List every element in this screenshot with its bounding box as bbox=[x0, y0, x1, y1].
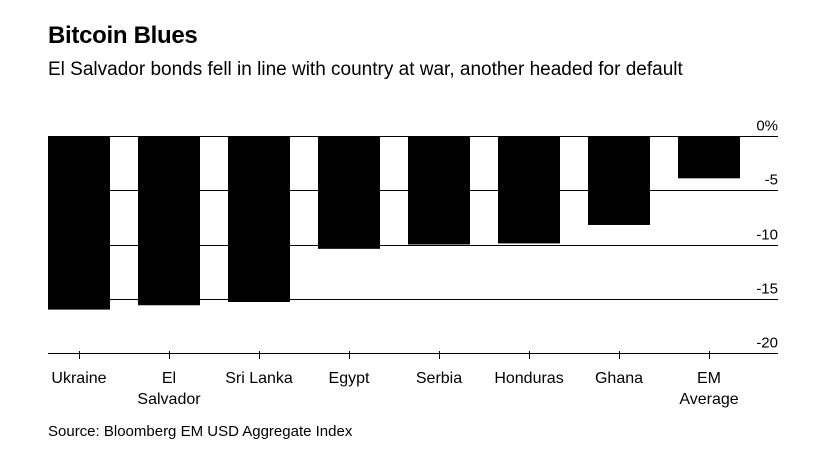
bar bbox=[588, 136, 650, 225]
x-tick-label: Ghana bbox=[595, 370, 643, 387]
source-note: Source: Bloomberg EM USD Aggregate Index bbox=[48, 423, 353, 440]
x-tick-label: Average bbox=[679, 391, 738, 408]
y-tick-label: -20 bbox=[756, 335, 778, 352]
x-tick-label: Sri Lanka bbox=[225, 370, 293, 387]
y-tick-label: -10 bbox=[756, 227, 778, 244]
chart-subtitle: El Salvador bonds fell in line with coun… bbox=[48, 59, 683, 80]
bar bbox=[498, 136, 560, 244]
y-tick-label: 0% bbox=[756, 118, 778, 135]
x-tick-label: EM bbox=[697, 370, 721, 387]
bar bbox=[228, 136, 290, 303]
y-axis-tick-labels: 0% -5 -10 -15 -20 bbox=[756, 118, 778, 352]
x-tick-label: Salvador bbox=[137, 391, 201, 408]
bar bbox=[408, 136, 470, 245]
chart-title: Bitcoin Blues bbox=[48, 22, 198, 49]
x-tick-label: Serbia bbox=[416, 370, 462, 387]
bar bbox=[48, 136, 110, 310]
bar bbox=[318, 136, 380, 249]
bar bbox=[678, 136, 740, 179]
bars bbox=[48, 136, 740, 310]
x-tick-label: Honduras bbox=[494, 370, 563, 387]
x-axis-tick-labels: Ukraine El Salvador Sri Lanka Egypt Serbia Hon… bbox=[51, 370, 738, 408]
y-tick-label: -15 bbox=[756, 281, 778, 298]
x-tick-label: Ukraine bbox=[51, 370, 106, 387]
x-axis-ticks bbox=[79, 351, 710, 359]
x-tick-label: El bbox=[162, 370, 176, 387]
x-tick-label: Egypt bbox=[329, 370, 370, 387]
bar bbox=[138, 136, 200, 306]
y-tick-label: -5 bbox=[765, 172, 778, 189]
